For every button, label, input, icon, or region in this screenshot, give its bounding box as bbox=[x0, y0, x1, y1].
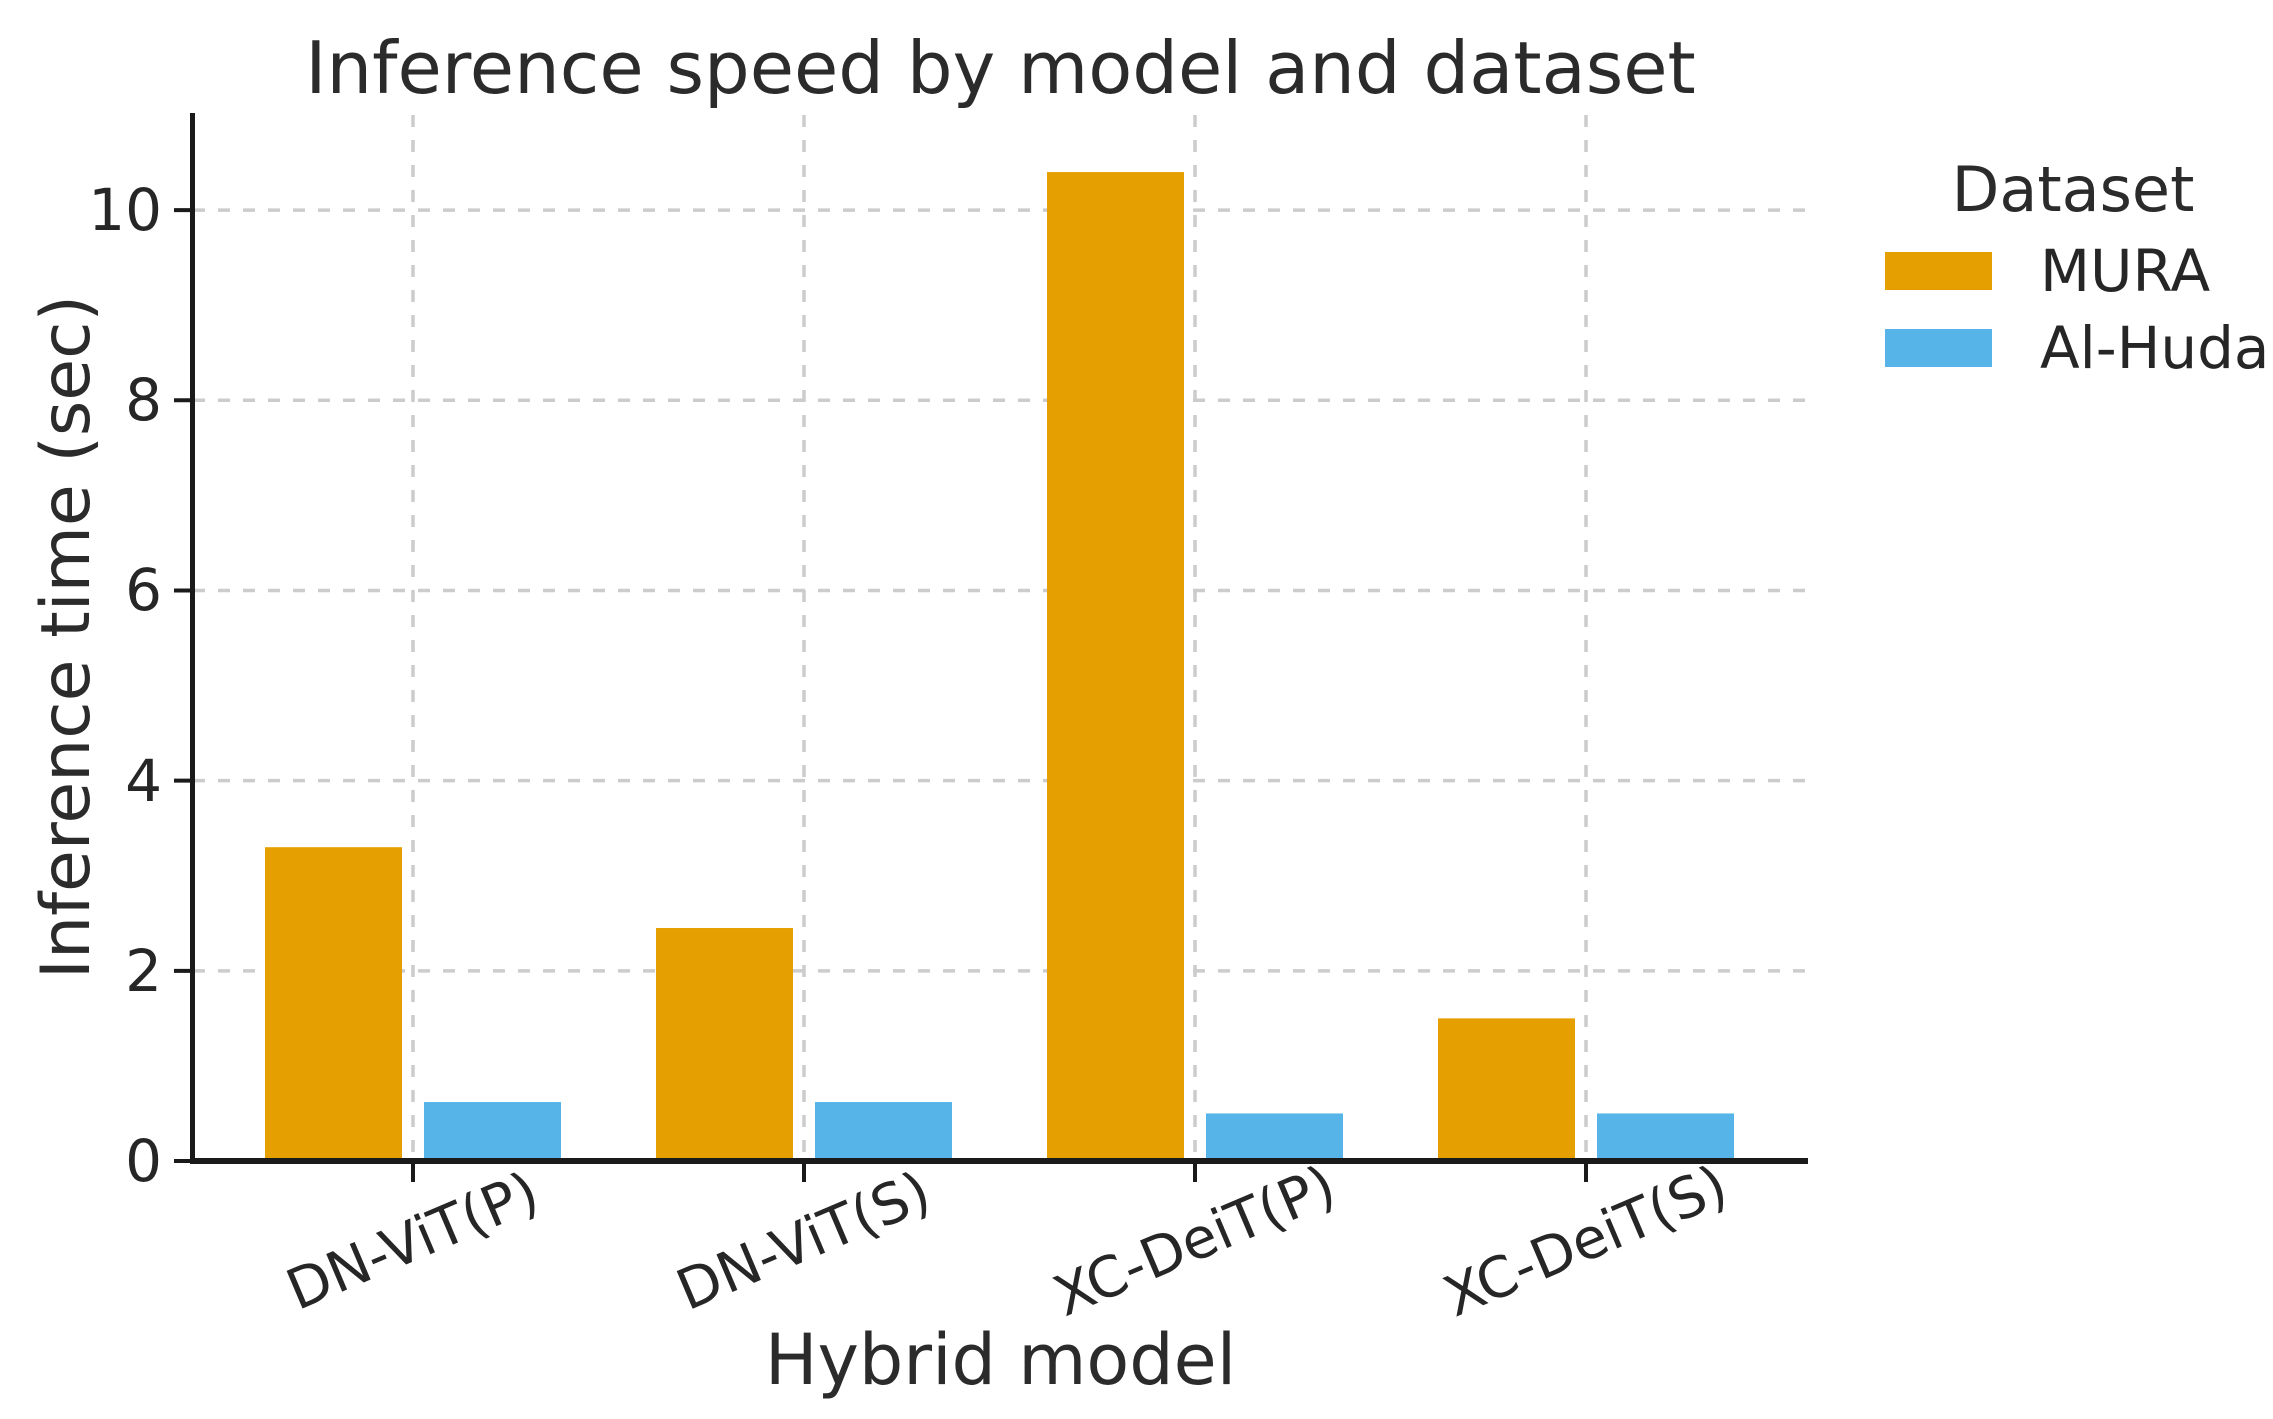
bar-al-huda-3 bbox=[1597, 1113, 1734, 1161]
legend-label-mura: MURA bbox=[2040, 236, 2211, 305]
y-tick-label-6: 6 bbox=[125, 556, 162, 625]
legend-swatch-mura bbox=[1885, 251, 1992, 290]
legend-swatch-alhuda bbox=[1885, 328, 1992, 367]
x-axis-label: Hybrid model bbox=[764, 1319, 1237, 1401]
bar-mura-1 bbox=[656, 928, 793, 1161]
y-tick-label-10: 10 bbox=[88, 176, 162, 245]
y-tick-label-8: 8 bbox=[125, 366, 162, 435]
legend: Dataset MURA Al-Huda bbox=[1878, 148, 2270, 386]
y-tick-label-2: 2 bbox=[125, 936, 162, 1005]
bar-mura-3 bbox=[1438, 1018, 1575, 1161]
chart-title: Inference speed by model and dataset bbox=[305, 26, 1696, 110]
legend-label-alhuda: Al-Huda bbox=[2040, 313, 2270, 382]
y-tick-label-0: 0 bbox=[125, 1127, 162, 1195]
legend-entry-mura: MURA bbox=[1878, 232, 2268, 309]
bar-al-huda-1 bbox=[815, 1102, 952, 1161]
bar-mura-2 bbox=[1047, 172, 1184, 1161]
bar-al-huda-0 bbox=[424, 1102, 561, 1161]
y-tick-label-4: 4 bbox=[125, 746, 162, 815]
bar-al-huda-2 bbox=[1206, 1113, 1343, 1161]
bar-mura-0 bbox=[265, 847, 402, 1161]
legend-title: Dataset bbox=[1951, 153, 2195, 226]
legend-entry-alhuda: Al-Huda bbox=[1878, 309, 2270, 386]
